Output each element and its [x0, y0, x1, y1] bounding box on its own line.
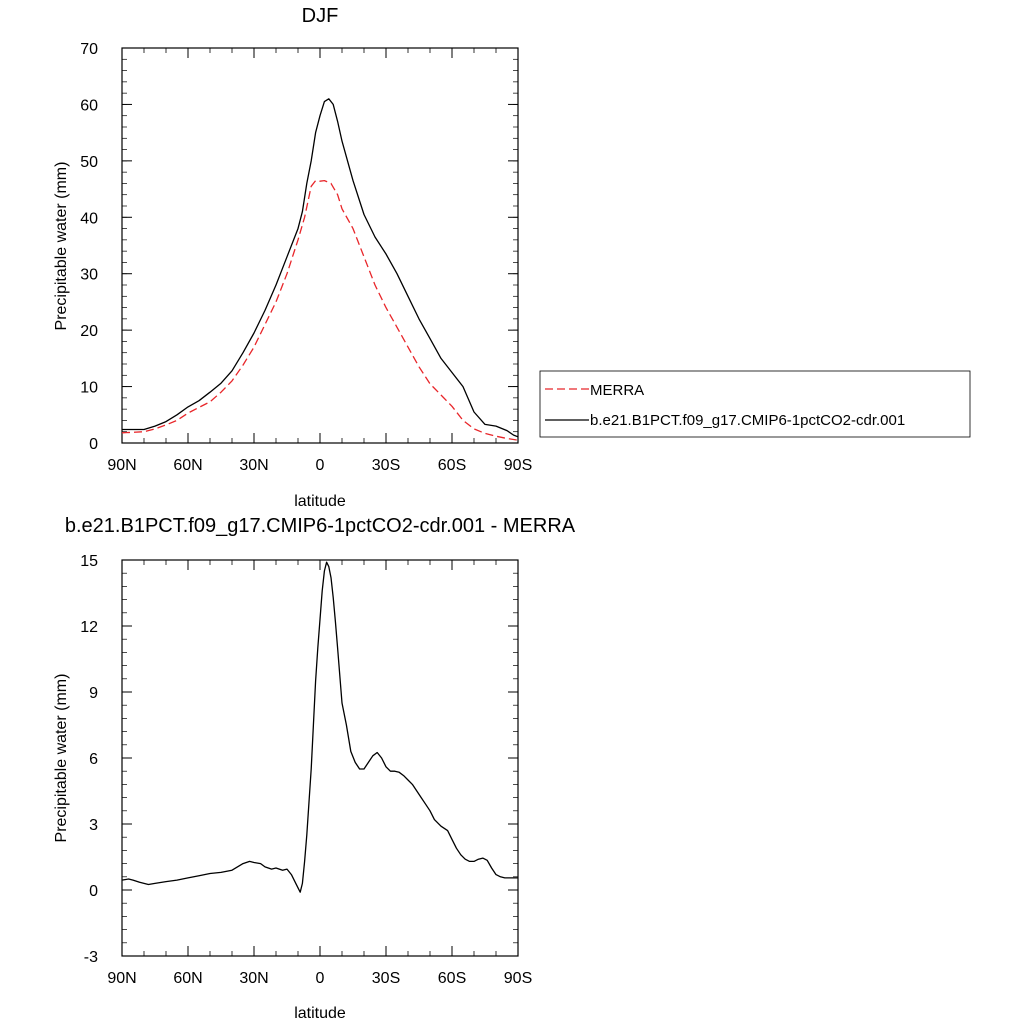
x-tick-label: 90S: [504, 970, 532, 987]
y-tick-label: 0: [89, 883, 98, 900]
x-tick-label: 30S: [372, 457, 400, 474]
x-tick-label: 60S: [438, 970, 466, 987]
x-tick-label: 30N: [239, 457, 268, 474]
top-y-axis-label: Precipitable water (mm): [53, 162, 70, 331]
y-tick-label: 70: [80, 41, 98, 58]
legend-label-merra: MERRA: [590, 382, 644, 399]
y-tick-label: 10: [80, 380, 98, 397]
y-tick-label: 60: [80, 97, 98, 114]
series-line-model: [122, 98, 519, 438]
top-chart-title: DJF: [302, 5, 339, 27]
legend-label-model: b.e21.B1PCT.f09_g17.CMIP6-1pctCO2-cdr.00…: [590, 412, 905, 429]
x-tick-label: 0: [316, 457, 325, 474]
bottom-y-axis-label: Precipitable water (mm): [53, 674, 70, 843]
x-tick-label: 90N: [107, 457, 136, 474]
series-line-difference: [121, 561, 518, 893]
series-line-merra: [121, 179, 519, 441]
y-tick-label: 30: [80, 267, 98, 284]
x-tick-label: 0: [316, 970, 325, 987]
x-tick-label: 30N: [239, 970, 268, 987]
x-tick-label: 60S: [438, 457, 466, 474]
x-tick-label: 90N: [107, 970, 136, 987]
bottom-panel: b.e21.B1PCT.f09_g17.CMIP6-1pctCO2-cdr.00…: [53, 515, 576, 1022]
top-x-axis-label: latitude: [294, 493, 346, 510]
x-tick-label: 30S: [372, 970, 400, 987]
bottom-x-axis-label: latitude: [294, 1005, 346, 1022]
y-tick-label: 6: [89, 751, 98, 768]
legend-box: [539, 370, 971, 438]
top-panel: DJF 90N 60N 30N 0 30S 60S 90S 0 10 20 30 40 50 60 70 l…: [53, 5, 532, 510]
legend: MERRA b.e21.B1PCT.f09_g17.CMIP6-1pctCO2-…: [539, 370, 971, 438]
y-tick-label: 40: [80, 210, 98, 227]
y-tick-label: 9: [89, 685, 98, 702]
x-tick-label: 90S: [504, 457, 532, 474]
bottom-chart-title: b.e21.B1PCT.f09_g17.CMIP6-1pctCO2-cdr.00…: [65, 515, 576, 537]
y-tick-label: 3: [89, 817, 98, 834]
bottom-plot-frame: [121, 559, 519, 957]
y-tick-label: 15: [80, 553, 98, 570]
y-tick-label: 0: [89, 436, 98, 453]
x-tick-label: 60N: [173, 457, 202, 474]
y-tick-label: -3: [84, 949, 98, 966]
y-tick-label: 12: [80, 619, 98, 636]
y-tick-label: 50: [80, 154, 98, 171]
top-plot-frame: [121, 47, 519, 444]
x-tick-label: 60N: [173, 970, 202, 987]
y-tick-label: 20: [80, 323, 98, 340]
